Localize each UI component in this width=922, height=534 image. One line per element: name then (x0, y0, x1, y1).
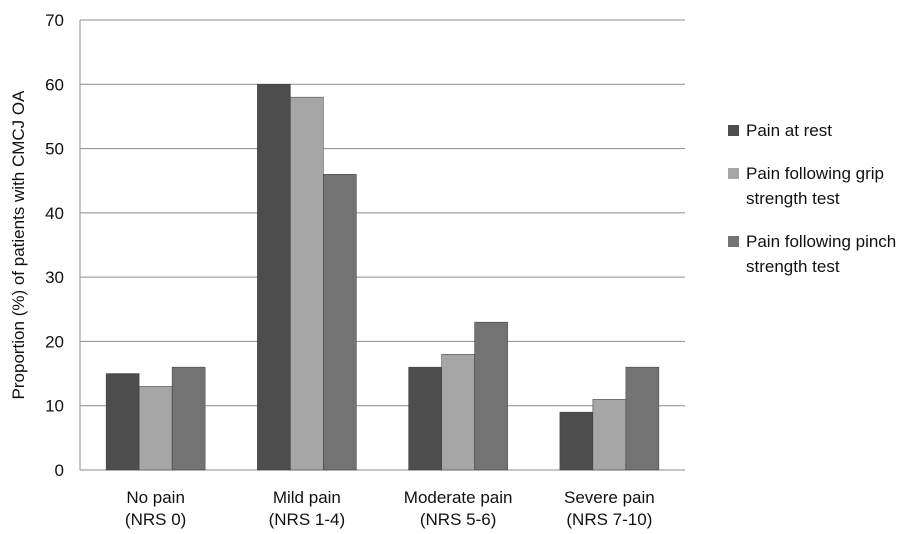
y-tick-label: 70 (45, 11, 64, 30)
legend-swatch (728, 236, 739, 247)
legend-item-pain-pinch: Pain following pinch strength test (728, 229, 918, 279)
bar (559, 411, 594, 471)
legend: Pain at rest Pain following grip strengt… (728, 118, 918, 297)
y-tick-label: 20 (45, 332, 64, 351)
x-tick-label: (NRS 1-4) (269, 510, 346, 529)
bar (592, 399, 627, 471)
y-tick-label: 50 (45, 140, 64, 159)
x-tick-label: (NRS 0) (125, 510, 186, 529)
y-axis-label: Proportion (%) of patients with CMCJ OA (9, 90, 28, 400)
x-tick-label: Moderate pain (404, 488, 513, 507)
legend-swatch (728, 125, 739, 136)
bar (474, 321, 508, 471)
bar (138, 386, 173, 471)
bar (441, 354, 475, 471)
y-tick-label: 10 (45, 397, 64, 416)
bar (323, 174, 357, 471)
bar (171, 366, 206, 471)
y-tick-label: 60 (45, 75, 64, 94)
y-tick-label: 30 (45, 268, 64, 287)
legend-label: Pain following grip strength test (746, 164, 884, 208)
x-tick-label: (NRS 5-6) (420, 510, 497, 529)
legend-label: Pain following pinch strength test (746, 232, 897, 276)
bar (625, 366, 660, 471)
x-tick-label: Severe pain (564, 488, 655, 507)
bar (290, 96, 324, 471)
y-tick-label: 40 (45, 204, 64, 223)
y-tick-label: 0 (55, 461, 64, 480)
legend-item-pain-grip: Pain following grip strength test (728, 161, 918, 211)
bar (257, 84, 291, 471)
bar (408, 366, 442, 471)
x-tick-label: Mild pain (273, 488, 341, 507)
legend-swatch (728, 168, 739, 179)
x-tick-label: No pain (126, 488, 185, 507)
bar (105, 373, 140, 471)
x-tick-label: (NRS 7-10) (566, 510, 652, 529)
legend-label: Pain at rest (746, 121, 832, 140)
legend-item-pain-at-rest: Pain at rest (728, 118, 918, 143)
